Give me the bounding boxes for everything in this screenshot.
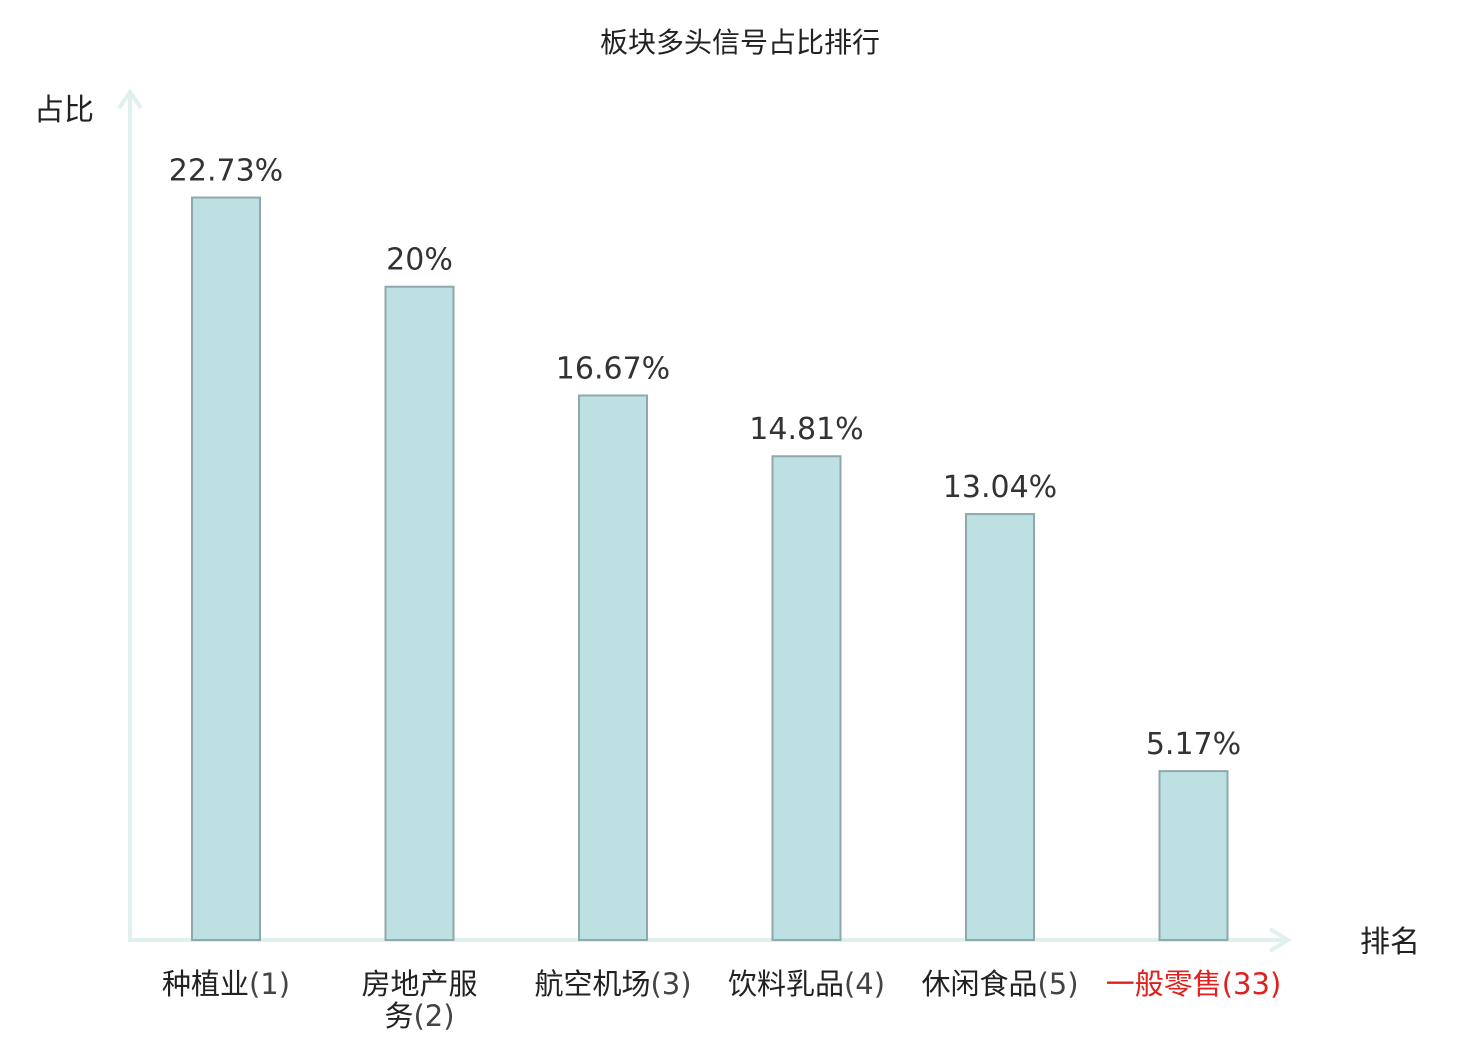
category-label-1: 种植业(1) xyxy=(162,967,290,1001)
chart-title: 板块多头信号占比排行 xyxy=(600,26,880,59)
x-axis xyxy=(128,927,1292,953)
category-label-2: 房地产服务(2) xyxy=(361,967,477,1033)
value-label-3: 16.67% xyxy=(556,351,670,386)
x-axis-arrow-icon xyxy=(1268,927,1292,953)
bar-6 xyxy=(1158,770,1229,941)
bar-5 xyxy=(965,513,1035,941)
category-label-6: 一般零售(33) xyxy=(1106,967,1282,1001)
category-rank: (2) xyxy=(413,999,454,1033)
category-rank: (1) xyxy=(249,967,290,1001)
value-label-6: 5.17% xyxy=(1146,727,1241,762)
category-name: 饮料乳品 xyxy=(728,967,844,1001)
category-label-4: 饮料乳品(4) xyxy=(728,967,885,1001)
y-axis xyxy=(117,88,143,940)
category-name-cont: 务 xyxy=(384,999,413,1033)
value-label-1: 22.73% xyxy=(169,154,283,189)
category-label-5: 休闲食品(5) xyxy=(921,967,1078,1001)
bar-1 xyxy=(191,196,261,942)
y-axis-label: 占比 xyxy=(34,93,94,128)
category-name: 种植业 xyxy=(162,967,249,1001)
bar-2 xyxy=(384,285,455,941)
category-rank: (33) xyxy=(1222,967,1282,1001)
value-label-5: 13.04% xyxy=(943,470,1057,505)
category-labels-group: 种植业(1) 房地产服务(2)航空机场(3) 饮料乳品(4) 休闲食品(5) 一般零售(… xyxy=(162,967,1281,1033)
category-name: 一般零售 xyxy=(1106,967,1222,1001)
category-name: 航空机场 xyxy=(534,967,650,1001)
value-labels-group: 22.73% 20% 16.67% 14.81% 13.04% 5.17% xyxy=(169,154,1241,763)
bars-group xyxy=(191,196,1229,942)
category-rank: (5) xyxy=(1037,967,1078,1001)
category-name: 房地产服 xyxy=(361,967,477,1001)
y-axis-arrow-icon xyxy=(117,88,143,110)
bar-4 xyxy=(771,455,842,941)
value-label-2: 20% xyxy=(386,243,453,278)
category-name: 休闲食品 xyxy=(921,967,1037,1001)
category-rank: (3) xyxy=(650,967,691,1001)
value-label-4: 14.81% xyxy=(749,412,863,447)
category-rank: (4) xyxy=(844,967,885,1001)
category-label-3: 航空机场(3) xyxy=(534,967,691,1001)
bar-3 xyxy=(578,394,648,941)
x-axis-label: 排名 xyxy=(1360,925,1420,960)
